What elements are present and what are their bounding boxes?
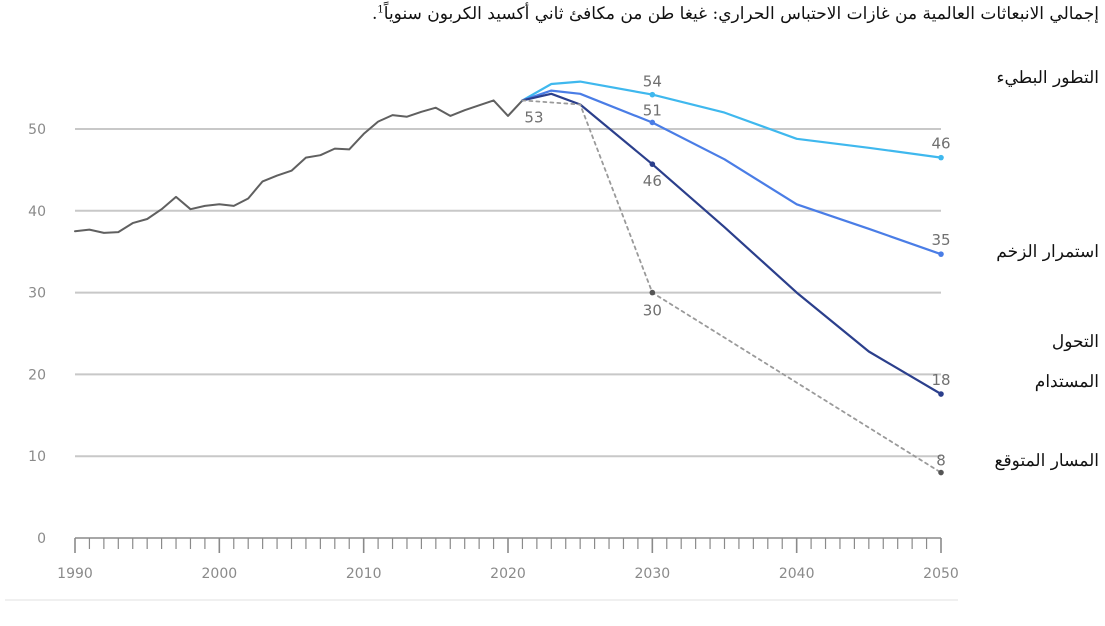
series-layer (74, 80, 943, 474)
data-label-momentum: 35 (931, 231, 950, 249)
data-label-momentum: 51 (643, 101, 662, 119)
x-tick-label: 2050 (923, 566, 959, 582)
series-line-momentum (521, 89, 943, 256)
y-tick-label: 50 (28, 122, 46, 138)
data-point-momentum (649, 119, 656, 126)
x-tick-label: 2010 (346, 566, 382, 582)
data-point-slow_evolution (938, 154, 944, 161)
series-line-expected (521, 99, 942, 474)
x-tick-label: 2000 (202, 566, 238, 582)
x-tick-label: 2040 (779, 566, 815, 582)
data-point-slow_evolution (649, 91, 656, 98)
y-tick-label: 10 (28, 449, 46, 465)
scenario-label-slow-evolution: التطور البطيء (996, 68, 1099, 88)
annotation-label: 53 (524, 108, 543, 126)
chart-title-text: إجمالي الانبعاثات العالمية من غازات الاح… (383, 4, 1099, 24)
x-tick-label: 2030 (635, 566, 671, 582)
x-tick-label: 2020 (490, 566, 526, 582)
series-line-historical (74, 99, 524, 234)
data-label-sustainable: 46 (643, 172, 662, 190)
scenario-label-expected: المسار المتوقع (994, 451, 1099, 471)
label-layer: 54 46 51 35 46 18 30 8 53 (524, 73, 951, 476)
data-label-expected: 8 (936, 452, 946, 470)
y-tick-label: 30 (28, 286, 46, 302)
scenario-label-sustainable-line1: التحول (1051, 332, 1099, 352)
y-tick-label: 20 (28, 367, 46, 383)
series-line-sustainable (521, 92, 943, 396)
data-point-expected (938, 469, 944, 476)
data-label-slow_evolution: 46 (931, 135, 950, 153)
data-point-sustainable (649, 161, 656, 167)
chart-title: إجمالي الانبعاثات العالمية من غازات الاح… (9, 4, 1099, 24)
series-line-slow_evolution (521, 80, 943, 159)
y-tick-label: 0 (37, 531, 46, 547)
x-tick-label: 1990 (57, 566, 93, 582)
data-point-expected (649, 289, 656, 296)
title-footnote: 1 (377, 4, 384, 16)
data-point-sustainable (938, 391, 944, 397)
scenario-label-sustainable-line2: المستدام (1034, 372, 1099, 392)
data-label-expected: 30 (643, 302, 662, 320)
grid-layer: 0 10 20 30 40 50 (28, 122, 941, 547)
data-label-sustainable: 18 (931, 371, 950, 389)
x-axis: 1990 2000 2010 2020 2030 2040 2050 (57, 537, 959, 582)
scenario-label-momentum: استمرار الزخم (996, 242, 1099, 262)
data-label-slow_evolution: 54 (643, 73, 662, 91)
data-point-momentum (938, 251, 944, 257)
title-end: . (371, 4, 378, 24)
y-tick-label: 40 (28, 204, 46, 220)
